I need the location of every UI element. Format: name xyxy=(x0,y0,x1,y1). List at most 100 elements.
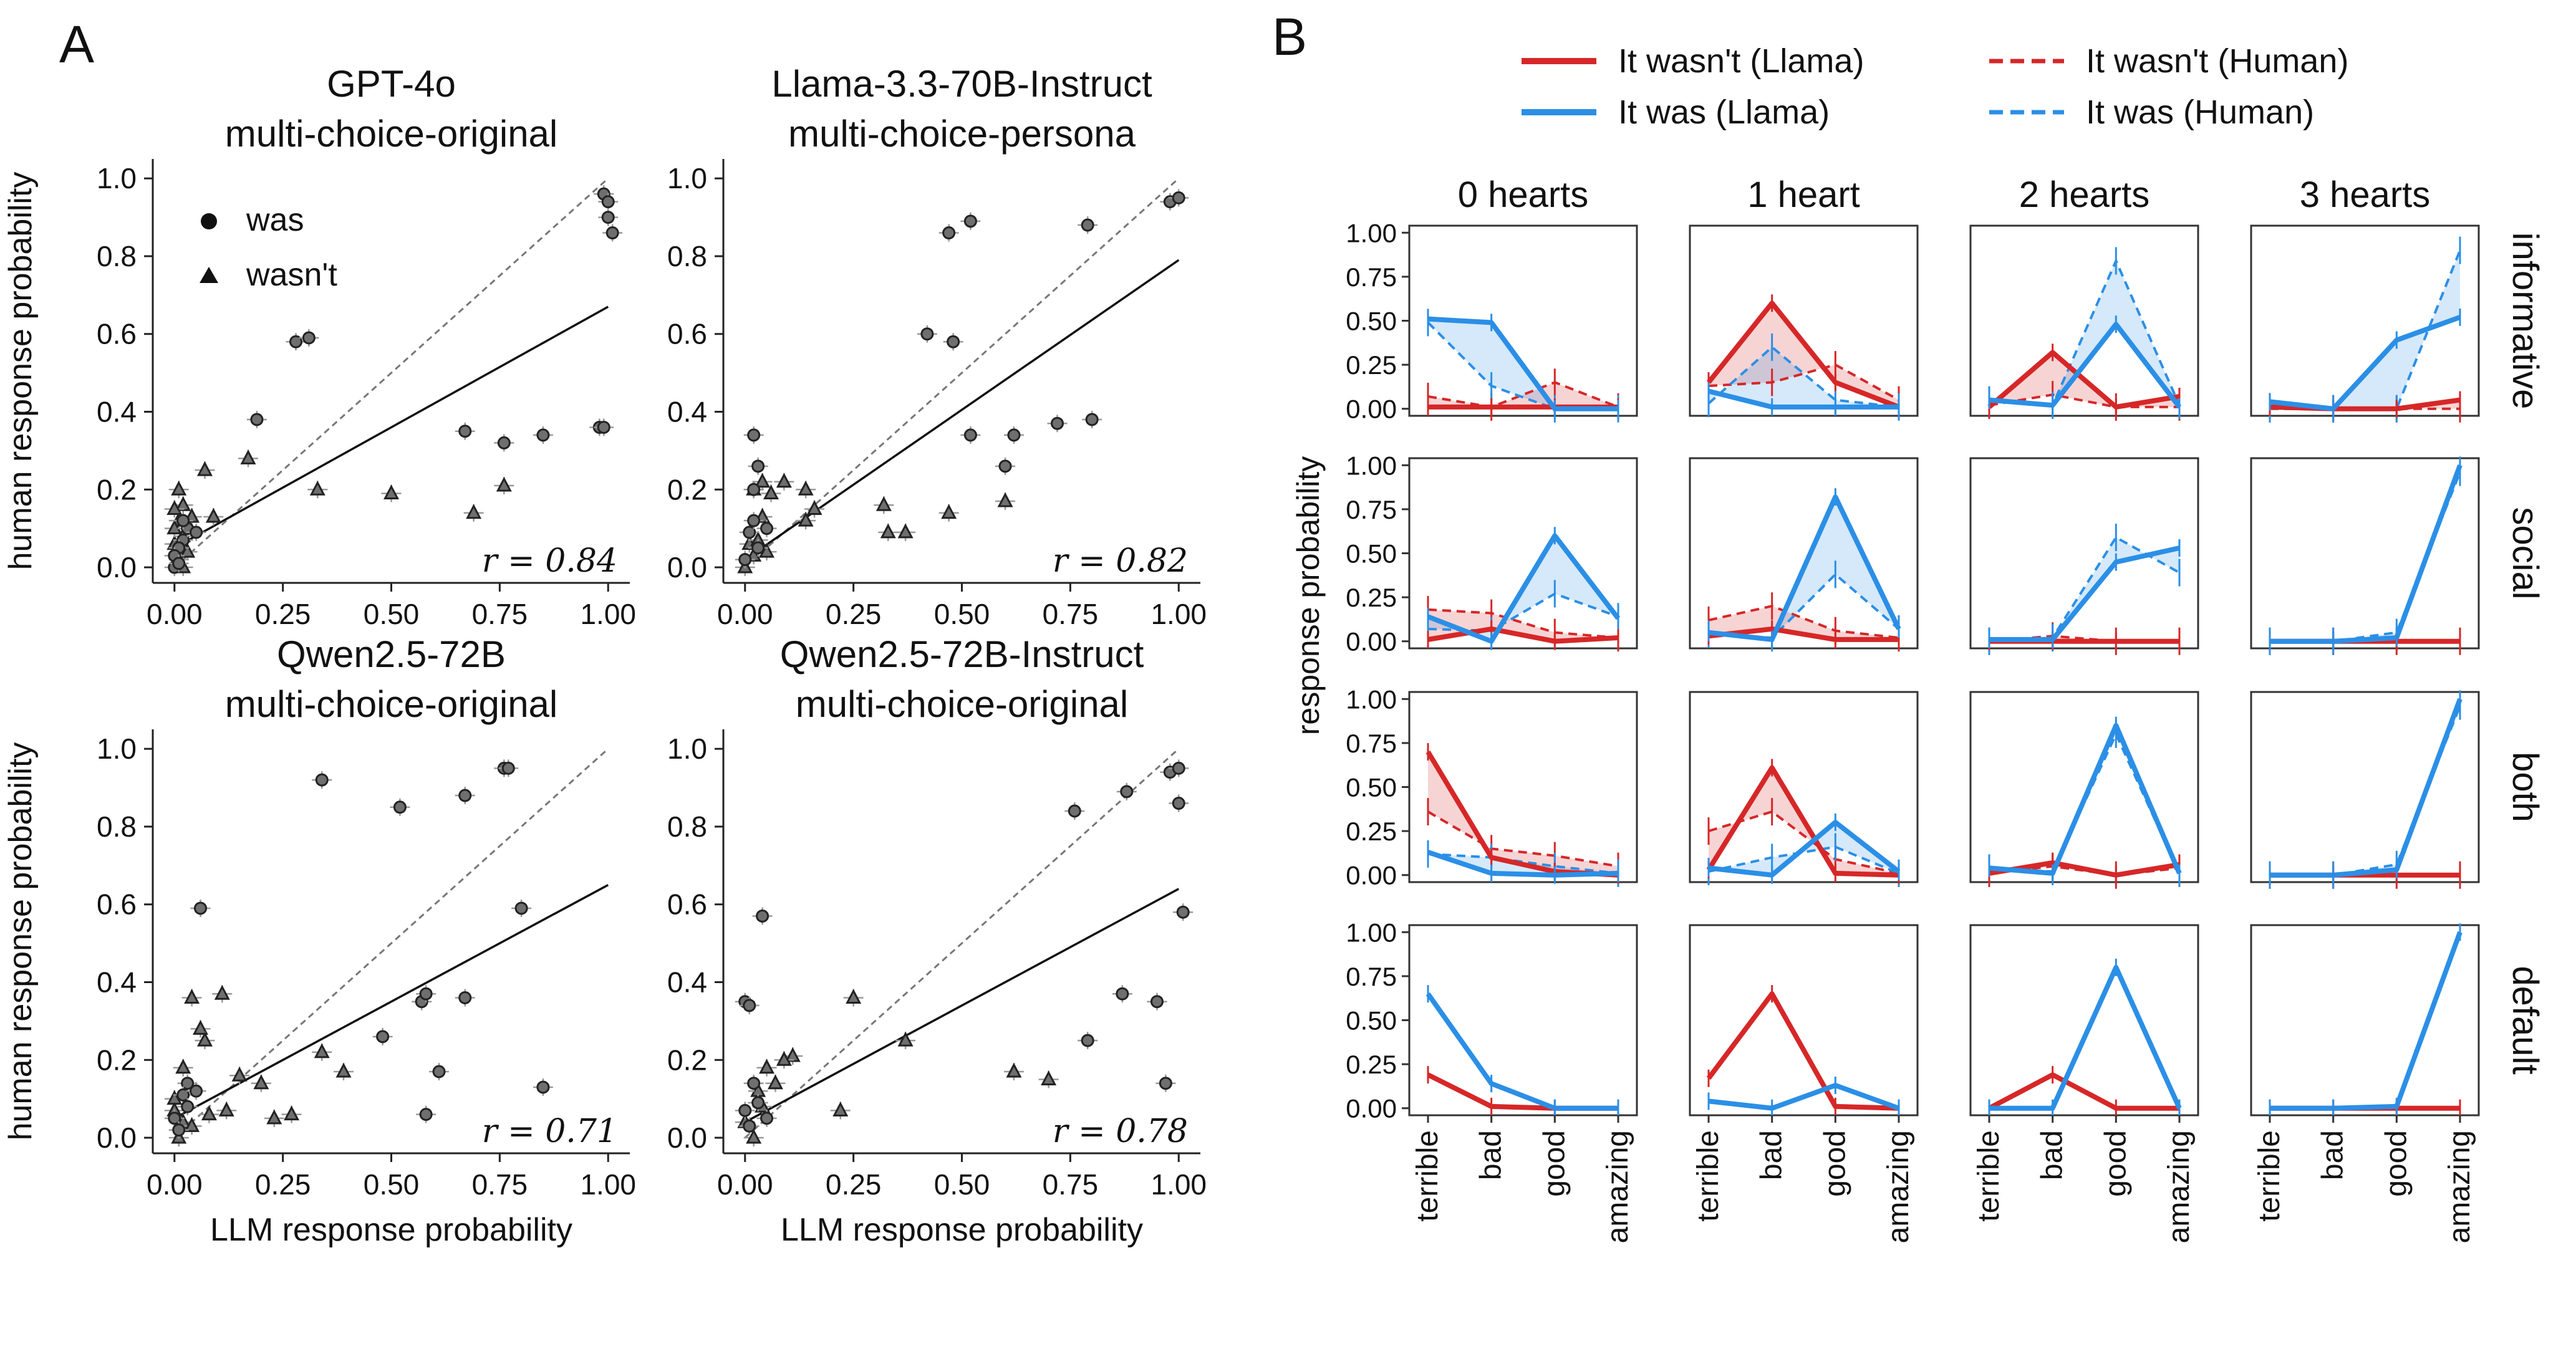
data-point-was xyxy=(1007,428,1021,442)
data-point-was xyxy=(1172,191,1185,204)
x-tick-label: 1.00 xyxy=(1151,598,1207,630)
line-panel-default-2: terrible bad good amazing xyxy=(1969,924,2199,1243)
line-panel-social-1 xyxy=(1689,457,1919,652)
wasnt-human-line xyxy=(1989,393,2179,408)
data-point-wasnt xyxy=(196,1031,213,1047)
wasnt-diff-band xyxy=(1989,352,2179,407)
identity-line xyxy=(173,178,609,569)
x-tick-label: good xyxy=(1818,1130,1851,1197)
triangle-marker-icon xyxy=(200,267,218,283)
x-tick-label: 0.75 xyxy=(1043,598,1099,630)
data-point-was xyxy=(250,413,264,426)
data-point-wasnt xyxy=(335,1062,352,1078)
data-point-was xyxy=(743,1119,756,1133)
data-point-was xyxy=(963,428,977,442)
x-tick-label: 0.00 xyxy=(147,598,203,630)
line-panel-both-3 xyxy=(2250,690,2480,889)
y-tick-label: 0.4 xyxy=(667,966,707,999)
was-llama-line xyxy=(1425,992,1618,1111)
x-tick-label: 0.00 xyxy=(147,1168,203,1201)
line-panel-default-3: terrible bad good amazing xyxy=(2250,923,2480,1243)
plot-subtitle: multi-choice-persona xyxy=(788,113,1136,155)
data-point-was xyxy=(181,1100,195,1113)
data-point-was xyxy=(738,1103,752,1117)
column-header: 3 hearts xyxy=(2300,175,2431,215)
y-tick-label: 1.0 xyxy=(97,732,137,765)
data-point-was xyxy=(419,1108,433,1121)
data-point-wasnt xyxy=(763,484,779,500)
data-point-wasnt xyxy=(166,500,183,515)
legend-label: It was (Human) xyxy=(2086,94,2314,131)
x-tick-label: 0.25 xyxy=(255,598,311,630)
x-tick-label: amazing xyxy=(1601,1130,1634,1243)
data-point-wasnt xyxy=(880,523,896,539)
y-tick-label: 0.8 xyxy=(667,810,707,843)
y-tick-label: 0.75 xyxy=(1346,962,1397,991)
column-header: 0 hearts xyxy=(1458,175,1589,215)
data-point-was xyxy=(302,331,316,345)
data-point-wasnt xyxy=(309,481,326,496)
y-tick-label: 0.75 xyxy=(1346,729,1397,758)
data-point-was xyxy=(760,1112,774,1125)
x-tick-label: bad xyxy=(1755,1130,1788,1180)
y-tick-label: 0.4 xyxy=(97,966,137,999)
y-tick-label: 0.75 xyxy=(1346,495,1397,524)
wasnt-llama-line xyxy=(1988,1072,2179,1111)
data-point-wasnt xyxy=(496,476,512,492)
scatter-llama-persona: Llama-3.3-70B-Instruct multi-choice-perso… xyxy=(667,63,1207,630)
y-tick-label: 0.00 xyxy=(1346,395,1397,424)
x-tick-label: amazing xyxy=(2443,1130,2476,1243)
y-tick-label: 0.25 xyxy=(1346,583,1397,612)
was-llama-line xyxy=(2270,698,2463,878)
data-point-wasnt xyxy=(231,1067,248,1082)
x-tick-label: 0.75 xyxy=(1043,1168,1099,1201)
x-tick-label: 1.00 xyxy=(580,1168,636,1201)
y-tick-label: 0.6 xyxy=(667,318,707,350)
data-point-was xyxy=(747,483,761,496)
data-point-was xyxy=(605,226,619,240)
data-point-was xyxy=(760,522,774,536)
data-point-was xyxy=(756,909,769,923)
x-axis-label: LLM response probability xyxy=(210,1212,572,1248)
data-point-wasnt xyxy=(897,523,914,539)
data-point-was xyxy=(376,1030,390,1044)
data-point-was xyxy=(1085,413,1099,426)
scatter-qwen-instruct: Qwen2.5-72B-Instruct multi-choice-origina… xyxy=(667,633,1207,1248)
data-point-was xyxy=(942,226,956,240)
data-point-wasnt xyxy=(784,1047,801,1062)
was-llama-line xyxy=(1708,388,1899,410)
was-llama-line xyxy=(1708,819,1901,878)
data-point-was xyxy=(172,557,186,570)
plot-title: Llama-3.3-70B-Instruct xyxy=(771,63,1152,105)
plot-subtitle: multi-choice-original xyxy=(225,113,558,155)
was-llama-line xyxy=(2270,931,2463,1111)
was-human-line xyxy=(1427,852,1619,875)
correlation-label: r = 0.78 xyxy=(1053,1113,1188,1150)
data-point-was xyxy=(176,1088,190,1102)
wasnt-llama-line xyxy=(1706,765,1899,878)
x-tick-label: amazing xyxy=(2163,1130,2196,1243)
legend-label: It was (Llama) xyxy=(1618,94,1830,131)
y-tick-label: 0.50 xyxy=(1346,1006,1397,1035)
data-point-was xyxy=(1159,1077,1172,1090)
x-tick-label: 0.25 xyxy=(826,1168,882,1201)
y-tick-label: 0.2 xyxy=(667,473,707,506)
data-point-was xyxy=(747,428,761,442)
y-tick-label: 0.6 xyxy=(97,318,137,350)
data-point-was xyxy=(194,901,207,915)
line-panel-both-1 xyxy=(1689,691,1919,887)
y-tick-label: 0.0 xyxy=(667,1121,707,1154)
data-point-was xyxy=(536,428,550,442)
legend-label: It wasn't (Human) xyxy=(2086,42,2348,80)
data-point-was xyxy=(1081,1034,1094,1047)
x-tick-label: 1.00 xyxy=(580,598,636,630)
wasnt-human-line xyxy=(1708,363,1899,401)
line-panel-social-3 xyxy=(2250,456,2480,655)
data-point-wasnt xyxy=(798,511,814,527)
y-axis-label: response probability xyxy=(1291,456,1326,736)
y-tick-label: 0.50 xyxy=(1346,539,1397,569)
data-point-was xyxy=(947,335,960,348)
data-point-wasnt xyxy=(1006,1062,1022,1078)
x-tick-label: terrible xyxy=(1411,1130,1444,1222)
panel-frame xyxy=(2250,924,2480,1117)
